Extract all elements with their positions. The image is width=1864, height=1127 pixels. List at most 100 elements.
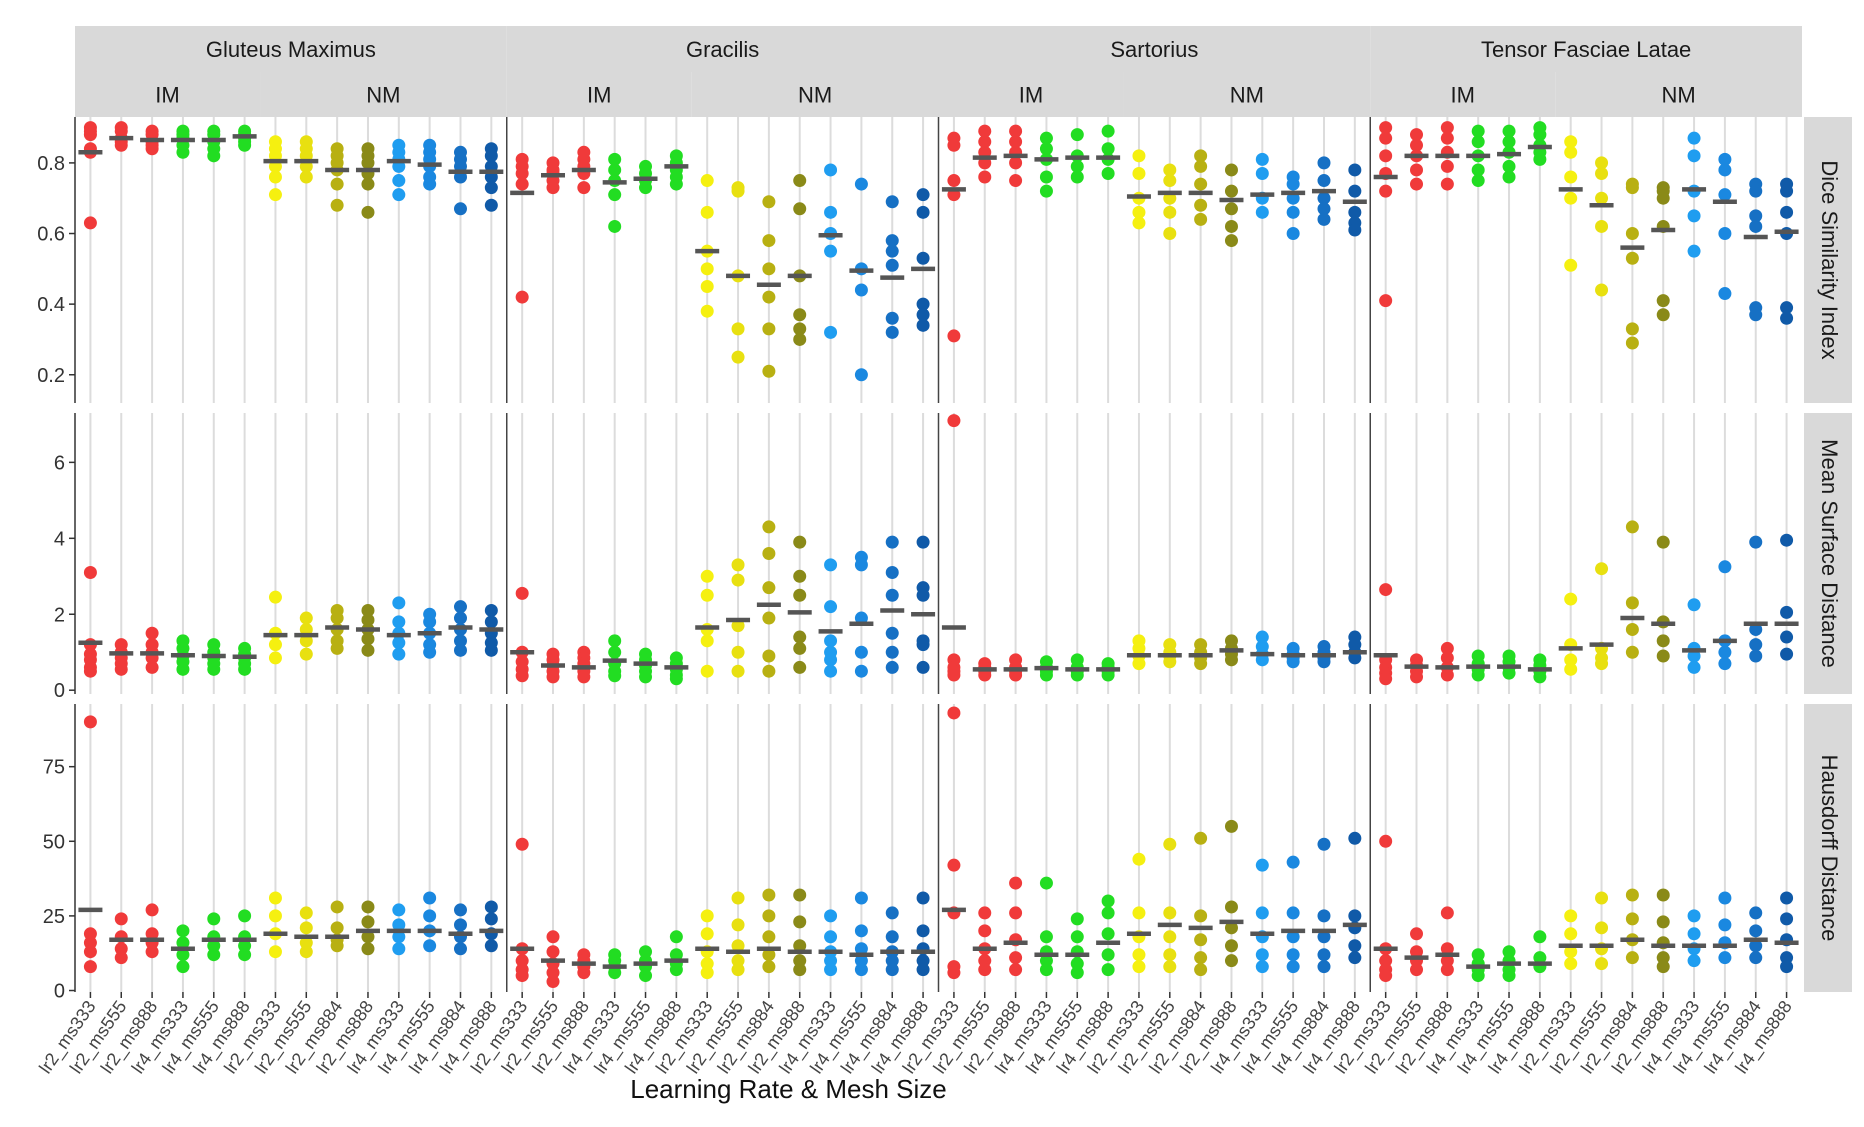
data-point xyxy=(1656,294,1670,308)
data-point xyxy=(1039,184,1053,198)
data-point xyxy=(207,912,221,926)
data-point xyxy=(731,573,745,587)
data-point xyxy=(1595,219,1609,233)
data-point xyxy=(577,966,591,980)
metric-label-dice-similarity-index: Dice Similarity Index xyxy=(1817,160,1842,359)
x-axis-title: Learning Rate & Mesh Size xyxy=(630,1074,947,1104)
data-point xyxy=(1718,227,1732,241)
data-point xyxy=(1194,909,1208,923)
data-point xyxy=(608,152,622,166)
data-point xyxy=(1440,906,1454,920)
data-point xyxy=(824,558,838,572)
data-point xyxy=(731,184,745,198)
data-point xyxy=(330,641,344,655)
data-point xyxy=(1656,535,1670,549)
data-point xyxy=(1132,205,1146,219)
y-tick-label: 0.2 xyxy=(37,365,65,387)
data-point xyxy=(1132,216,1146,230)
data-point xyxy=(978,906,992,920)
data-point xyxy=(207,149,221,163)
data-point xyxy=(793,588,807,602)
data-point xyxy=(1471,668,1485,682)
muscle-label-gluteus-maximus: Gluteus Maximus xyxy=(206,37,376,62)
data-point xyxy=(916,535,930,549)
data-point xyxy=(731,918,745,932)
data-point xyxy=(978,954,992,968)
data-point xyxy=(1194,212,1208,226)
data-point xyxy=(1101,963,1115,977)
data-point xyxy=(1317,191,1331,205)
data-point xyxy=(762,234,776,248)
data-point xyxy=(114,942,128,956)
data-point xyxy=(83,664,97,678)
data-point xyxy=(1471,969,1485,983)
data-point xyxy=(824,205,838,219)
data-point xyxy=(916,963,930,977)
data-point xyxy=(885,930,899,944)
data-point xyxy=(484,181,498,195)
data-point xyxy=(1625,622,1639,636)
data-point xyxy=(392,647,406,661)
data-point xyxy=(1348,831,1362,845)
data-point xyxy=(299,945,313,959)
data-point xyxy=(1101,894,1115,908)
data-point xyxy=(731,645,745,659)
data-point xyxy=(1718,560,1732,574)
data-point xyxy=(978,668,992,682)
data-point xyxy=(1440,131,1454,145)
data-point xyxy=(114,662,128,676)
data-point xyxy=(1440,954,1454,968)
data-point xyxy=(1687,149,1701,163)
y-tick-label: 6 xyxy=(54,452,65,474)
data-point xyxy=(1718,287,1732,301)
data-point xyxy=(423,177,437,191)
data-point xyxy=(1317,930,1331,944)
data-point xyxy=(1224,900,1238,914)
data-point xyxy=(1718,951,1732,965)
data-point xyxy=(1101,668,1115,682)
data-point xyxy=(83,715,97,729)
data-point xyxy=(1780,605,1794,619)
data-point xyxy=(1132,960,1146,974)
data-point xyxy=(1440,668,1454,682)
data-point xyxy=(1132,149,1146,163)
data-point xyxy=(1656,634,1670,648)
data-point xyxy=(423,645,437,659)
data-point xyxy=(299,170,313,184)
data-point xyxy=(885,311,899,325)
data-point xyxy=(1317,156,1331,170)
data-point xyxy=(484,615,498,629)
data-point xyxy=(330,177,344,191)
data-point xyxy=(1255,858,1269,872)
data-point xyxy=(268,188,282,202)
data-point xyxy=(392,615,406,629)
data-point xyxy=(268,638,282,652)
data-point xyxy=(1440,641,1454,655)
data-point xyxy=(762,611,776,625)
data-point xyxy=(1132,166,1146,180)
data-point xyxy=(793,939,807,953)
data-point xyxy=(176,948,190,962)
data-point xyxy=(947,414,961,428)
data-point xyxy=(1348,223,1362,237)
data-point xyxy=(330,900,344,914)
data-point xyxy=(1379,954,1393,968)
data-point xyxy=(1656,960,1670,974)
data-point xyxy=(824,634,838,648)
data-point xyxy=(1255,948,1269,962)
data-point xyxy=(793,174,807,188)
data-point xyxy=(1440,177,1454,191)
data-point xyxy=(700,909,714,923)
data-point xyxy=(793,202,807,216)
data-point xyxy=(1410,163,1424,177)
data-point xyxy=(1070,128,1084,142)
data-point xyxy=(1224,219,1238,233)
data-point xyxy=(176,960,190,974)
data-point xyxy=(824,954,838,968)
data-point xyxy=(268,891,282,905)
data-point xyxy=(423,939,437,953)
data-point xyxy=(1564,258,1578,272)
data-point xyxy=(1317,655,1331,669)
data-point xyxy=(1625,181,1639,195)
